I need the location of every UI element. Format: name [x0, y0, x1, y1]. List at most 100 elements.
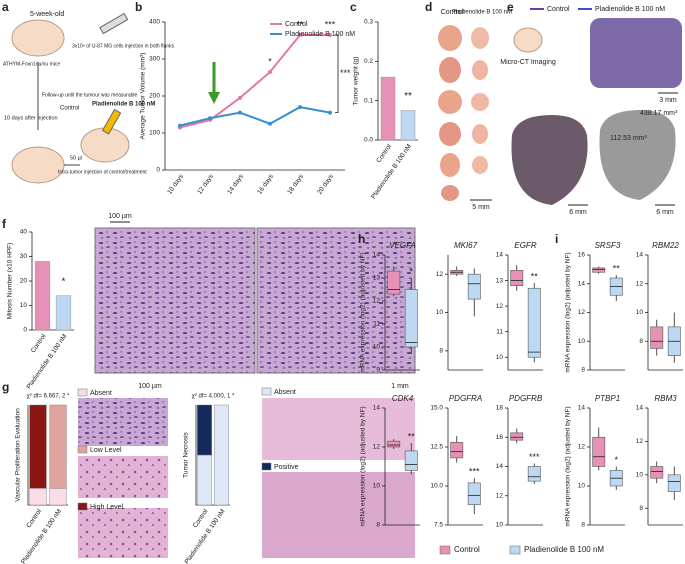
legend-label: Absent — [274, 389, 296, 396]
point — [298, 105, 302, 110]
bar-segment — [49, 404, 67, 489]
y-tick-label: 200 — [149, 93, 160, 100]
text: 100 µm — [138, 383, 162, 390]
y-axis-label: mRNA expression (log2) (adjusted by NF) — [565, 406, 572, 526]
arrow — [208, 92, 220, 104]
y-axis-label: Vascular Proliferation Evaluation — [15, 408, 22, 502]
y-tick-label: 16 — [578, 252, 586, 259]
panel-label: f — [2, 217, 7, 231]
panel-label: g — [2, 380, 9, 394]
box — [387, 440, 401, 448]
line — [179, 33, 330, 129]
y-tick-label: 12 — [578, 444, 586, 451]
y-tick-label: 8 — [639, 338, 643, 345]
point — [178, 123, 182, 128]
histology-image — [78, 508, 168, 558]
annotation: ** — [296, 19, 304, 29]
line — [179, 106, 331, 127]
y-tick-label: 10 — [578, 483, 586, 490]
x-tick-label: 20 days — [316, 173, 335, 196]
y-axis-label: Average Tumor Volume (mm³) — [140, 53, 147, 140]
y-tick-label: 12 — [436, 271, 444, 278]
panel-label: c — [350, 0, 357, 14]
y-tick-label: 30 — [20, 253, 28, 260]
bar-segment — [29, 488, 47, 506]
y-tick-label: 0.1 — [364, 97, 373, 104]
legend-label: High Level — [90, 504, 124, 511]
x-tick-label: Control — [30, 333, 48, 355]
x-tick-label: Control — [25, 508, 43, 530]
text: Micro-CT Imaging — [500, 59, 556, 66]
y-tick-label: 14 — [496, 252, 504, 259]
annotation: * — [62, 276, 66, 287]
y-tick-label: 12 — [496, 492, 504, 499]
y-tick-label: 18 — [496, 405, 504, 412]
text: 3x10⁶ of U-87 MG cells injection in both… — [72, 43, 175, 49]
point — [208, 116, 212, 121]
legend-label: Pladienolide B 100 nM — [595, 6, 665, 13]
y-tick-label: 12 — [373, 298, 381, 305]
legend-label: Pladienolide B 100 nM — [285, 31, 355, 38]
text: 10 days after injection — [4, 115, 58, 121]
y-tick-label: 14 — [578, 280, 586, 287]
y-axis-label: Mitosis Number (x10 HPF) — [7, 243, 14, 320]
y-tick-label: 11 — [373, 321, 380, 328]
histology-image — [262, 398, 415, 460]
chart-title: EGFR — [514, 241, 536, 250]
y-tick-label: 400 — [149, 19, 160, 26]
bracket — [335, 34, 339, 114]
x-tick-label: Pladienolide B 100 nM — [370, 143, 413, 200]
text: 100 µm — [108, 213, 132, 220]
bar — [400, 110, 416, 141]
box — [467, 273, 481, 300]
y-tick-label: 12 — [636, 438, 644, 445]
y-tick-label: 10 — [373, 483, 381, 490]
annotation: *** — [529, 452, 540, 462]
legend-label: Absent — [90, 390, 112, 397]
y-axis-label: mRNA expression (log2) (adjusted by NF) — [360, 406, 367, 526]
micro-ct — [511, 115, 588, 205]
y-tick-label: 300 — [149, 56, 160, 63]
syringe — [99, 12, 129, 35]
histology-image — [78, 398, 168, 446]
box — [650, 466, 664, 479]
y-tick-label: 14 — [373, 252, 381, 259]
y-tick-label: 0 — [23, 327, 27, 334]
bar-segment — [197, 404, 212, 456]
box — [527, 466, 541, 482]
mouse — [80, 127, 130, 163]
chart-title: χ² df= 6.667, 2 * — [27, 394, 70, 400]
y-tick-label: 0 — [156, 167, 160, 174]
y-tick-label: 14 — [373, 405, 381, 412]
legend-swatch — [77, 445, 88, 454]
panel-a-schematic — [11, 12, 130, 184]
point — [238, 95, 242, 100]
y-tick-label: 8 — [439, 348, 443, 355]
annotation: *** — [469, 467, 480, 477]
bar — [34, 261, 51, 331]
legend-label: Control — [547, 6, 570, 13]
panel-label: d — [425, 0, 432, 14]
text: 5-week-old — [30, 11, 64, 18]
bar-segment — [49, 488, 67, 506]
histology-image — [94, 227, 256, 374]
y-tick-label: 10 — [436, 309, 444, 316]
box — [404, 450, 418, 471]
y-tick-label: 14 — [636, 405, 644, 412]
mouse — [11, 146, 65, 184]
box — [527, 287, 541, 358]
point — [238, 110, 242, 115]
x-tick-label: 16 days — [256, 173, 275, 196]
y-tick-label: 12 — [373, 444, 381, 451]
chart-title: PDGFRA — [449, 394, 482, 403]
panel-label: b — [135, 0, 142, 14]
y-tick-label: 8 — [581, 522, 585, 529]
legend-label: Pladienolide B 100 nM — [524, 545, 604, 554]
y-tick-label: 0.2 — [364, 58, 373, 65]
panel-label: i — [555, 232, 558, 246]
text: ATHYM-Foxn1nu/nu mice — [3, 61, 60, 67]
y-tick-label: 11 — [496, 328, 503, 335]
y-tick-label: 40 — [20, 229, 28, 236]
x-tick-label: Pladienolide B 100 nM — [26, 333, 69, 390]
annotation: ** — [613, 264, 621, 274]
